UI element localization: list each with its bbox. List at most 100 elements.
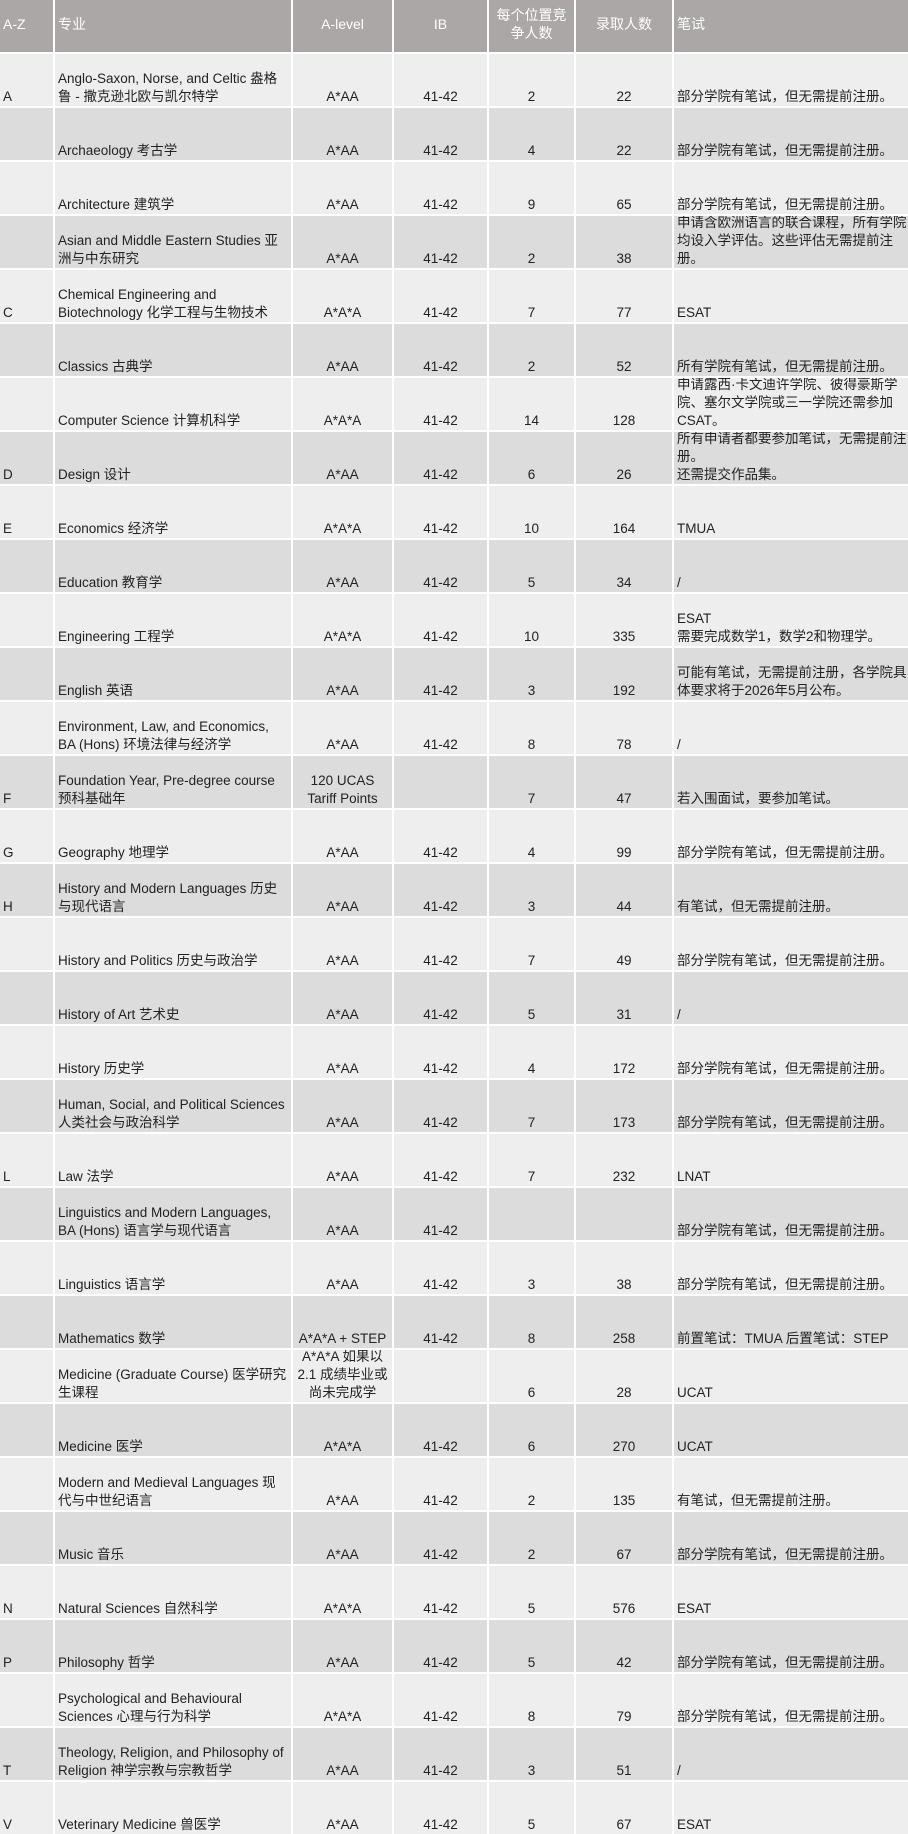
cell-test: TMUA: [674, 486, 908, 538]
cell-test: ESAT: [674, 1566, 908, 1618]
cell-ib: 41-42: [394, 810, 487, 862]
cell-admitted: 44: [576, 864, 672, 916]
cell-ib: 41-42: [394, 162, 487, 214]
cell-az: [0, 1188, 53, 1240]
cell-admitted: 65: [576, 162, 672, 214]
cell-ib: 41-42: [394, 1134, 487, 1186]
cell-competition: 3: [489, 864, 574, 916]
cell-az: [0, 1242, 53, 1294]
cell-az: [0, 972, 53, 1024]
cell-major: Modern and Medieval Languages 现代与中世纪语言: [55, 1458, 291, 1510]
cell-major: Foundation Year, Pre-degree course 预科基础年: [55, 756, 291, 808]
cell-test: 前置笔试：TMUA 后置笔试：STEP: [674, 1296, 908, 1348]
cell-az: L: [0, 1134, 53, 1186]
cell-competition: 2: [489, 324, 574, 376]
cell-ib: 41-42: [394, 324, 487, 376]
cell-ib: 41-42: [394, 864, 487, 916]
cell-competition: 5: [489, 1566, 574, 1618]
cell-az: [0, 1296, 53, 1348]
cell-alevel: A*AA: [293, 108, 392, 160]
cell-test: 部分学院有笔试，但无需提前注册。: [674, 918, 908, 970]
cell-test: 部分学院有笔试，但无需提前注册。: [674, 1512, 908, 1564]
cell-major: Design 设计: [55, 432, 291, 484]
cell-ib: 41-42: [394, 1728, 487, 1780]
cell-competition: 2: [489, 1458, 574, 1510]
cell-alevel: A*AA: [293, 324, 392, 376]
cell-alevel: A*AA: [293, 918, 392, 970]
cell-admitted: 28: [576, 1350, 672, 1402]
cell-ib: 41-42: [394, 1620, 487, 1672]
cell-test: ESAT 需要完成数学1，数学2和物理学。: [674, 594, 908, 646]
cell-az: G: [0, 810, 53, 862]
cell-az: P: [0, 1620, 53, 1672]
header-az: A-Z: [0, 0, 53, 52]
cell-competition: 8: [489, 1674, 574, 1726]
cell-test: 若入围面试，要参加笔试。: [674, 756, 908, 808]
cell-ib: 41-42: [394, 1782, 487, 1834]
cell-alevel: A*AA: [293, 54, 392, 106]
cell-competition: 14: [489, 378, 574, 430]
cell-alevel: A*A*A: [293, 594, 392, 646]
cell-test: 部分学院有笔试，但无需提前注册。: [674, 108, 908, 160]
cell-competition: 3: [489, 1242, 574, 1294]
cell-competition: 9: [489, 162, 574, 214]
cell-alevel: A*AA: [293, 1728, 392, 1780]
cell-ib: 41-42: [394, 1512, 487, 1564]
cell-competition: 6: [489, 1350, 574, 1402]
cell-competition: 4: [489, 810, 574, 862]
cell-admitted: 34: [576, 540, 672, 592]
cell-test: ESAT: [674, 270, 908, 322]
cell-admitted: 192: [576, 648, 672, 700]
cell-az: [0, 918, 53, 970]
cell-major: Philosophy 哲学: [55, 1620, 291, 1672]
header-test: 笔试: [674, 0, 908, 52]
cell-test: LNAT: [674, 1134, 908, 1186]
cell-test: 所有申请者都要参加笔试，无需提前注册。 还需提交作品集。: [674, 432, 908, 484]
cell-competition: 4: [489, 1026, 574, 1078]
cell-major: Chemical Engineering and Biotechnology 化…: [55, 270, 291, 322]
cell-az: E: [0, 486, 53, 538]
cell-alevel: A*AA: [293, 1026, 392, 1078]
cell-test: 有笔试，但无需提前注册。: [674, 864, 908, 916]
cell-test: 可能有笔试，无需提前注册，各学院具体要求将于2026年5月公布。: [674, 648, 908, 700]
cell-az: [0, 1404, 53, 1456]
cell-competition: 5: [489, 540, 574, 592]
cell-competition: 7: [489, 270, 574, 322]
cell-major: Engineering 工程学: [55, 594, 291, 646]
cell-major: Linguistics and Modern Languages, BA (Ho…: [55, 1188, 291, 1240]
cell-test: 所有学院有笔试，但无需提前注册。: [674, 324, 908, 376]
cell-competition: 5: [489, 1782, 574, 1834]
cell-test: 申请含欧洲语言的联合课程，所有学院均设入学评估。这些评估无需提前注册。: [674, 216, 908, 268]
cell-az: [0, 324, 53, 376]
cell-ib: [394, 756, 487, 808]
cell-alevel: A*AA: [293, 1242, 392, 1294]
cell-test: ESAT: [674, 1782, 908, 1834]
cell-alevel: A*AA: [293, 1134, 392, 1186]
cell-ib: 41-42: [394, 540, 487, 592]
cell-ib: [394, 1350, 487, 1402]
cell-major: Computer Science 计算机科学: [55, 378, 291, 430]
cell-test: /: [674, 702, 908, 754]
cell-alevel: A*AA: [293, 432, 392, 484]
cell-major: Architecture 建筑学: [55, 162, 291, 214]
cell-admitted: 38: [576, 1242, 672, 1294]
cell-admitted: 49: [576, 918, 672, 970]
cell-ib: 41-42: [394, 108, 487, 160]
cell-alevel: A*AA: [293, 1080, 392, 1132]
cell-competition: 7: [489, 756, 574, 808]
cell-az: [0, 594, 53, 646]
cell-admitted: 576: [576, 1566, 672, 1618]
cell-competition: 2: [489, 1512, 574, 1564]
cell-ib: 41-42: [394, 972, 487, 1024]
cell-alevel: A*AA: [293, 540, 392, 592]
cell-major: Mathematics 数学: [55, 1296, 291, 1348]
cell-test: 部分学院有笔试，但无需提前注册。: [674, 162, 908, 214]
cell-major: History and Politics 历史与政治学: [55, 918, 291, 970]
cell-alevel: A*A*A 如果以 2.1 成绩毕业或尚未完成学: [293, 1350, 392, 1402]
cell-az: D: [0, 432, 53, 484]
cell-ib: 41-42: [394, 1080, 487, 1132]
cell-admitted: 52: [576, 324, 672, 376]
cell-major: Education 教育学: [55, 540, 291, 592]
cell-alevel: A*AA: [293, 810, 392, 862]
cell-admitted: 164: [576, 486, 672, 538]
